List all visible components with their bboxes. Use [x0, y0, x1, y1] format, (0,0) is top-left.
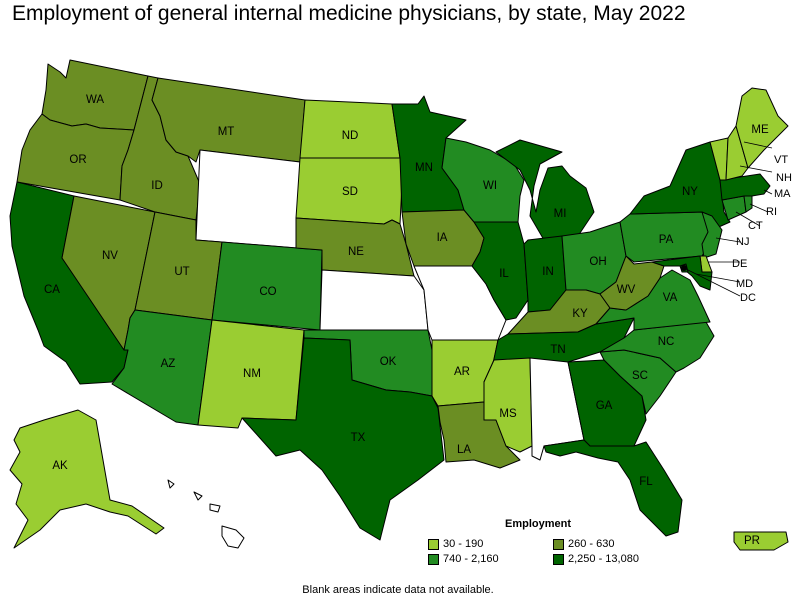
state-label-TN: TN [550, 344, 565, 356]
footnote: Blank areas indicate data not available. [302, 584, 494, 596]
state-label-WI: WI [483, 180, 497, 192]
state-label-NY: NY [682, 186, 698, 198]
state-label-ND: ND [342, 130, 359, 142]
legend: Employment 30 - 190 260 - 630 740 - 2,16… [428, 518, 688, 565]
state-label-KY: KY [572, 308, 588, 320]
state-label-RI: RI [766, 206, 777, 218]
state-label-CT: CT [748, 220, 763, 232]
state-label-TX: TX [351, 432, 366, 444]
legend-title: Employment [505, 518, 572, 530]
state-label-DE: DE [732, 258, 747, 270]
state-label-CO: CO [259, 286, 276, 298]
state-KS[interactable] [319, 269, 429, 331]
state-label-MI: MI [554, 208, 567, 220]
state-FL[interactable] [543, 439, 683, 537]
legend-item-4: 2,250 - 13,080 [553, 553, 683, 565]
state-label-MN: MN [415, 162, 433, 174]
state-NC[interactable] [599, 321, 715, 373]
state-NE[interactable] [295, 217, 415, 277]
state-label-DC: DC [740, 292, 756, 304]
state-label-NM: NM [243, 368, 261, 380]
state-labels: WA OR CA NV ID MT UT AZ CO NM ND SD NE OK TX MN IA AR LA WI… [44, 94, 792, 547]
state-label-VA: VA [663, 292, 678, 304]
state-label-AK: AK [52, 460, 68, 472]
state-TX[interactable] [241, 337, 445, 541]
state-label-WA: WA [86, 94, 104, 106]
state-label-OK: OK [380, 356, 397, 368]
state-label-NH: NH [776, 172, 792, 184]
state-NJ[interactable] [701, 211, 723, 259]
state-label-WV: WV [617, 284, 636, 296]
state-label-SC: SC [632, 370, 648, 382]
state-ME[interactable] [735, 87, 789, 169]
state-label-LA: LA [457, 444, 471, 456]
state-label-GA: GA [596, 400, 613, 412]
state-label-ID: ID [151, 180, 163, 192]
state-label-AR: AR [454, 366, 470, 378]
state-label-NC: NC [658, 336, 675, 348]
state-WI[interactable] [441, 137, 525, 223]
state-label-UT: UT [174, 266, 189, 278]
map-title: Employment of general internal medicine … [12, 2, 686, 25]
legend-item-1: 30 - 190 [428, 538, 553, 550]
legend-item-2: 260 - 630 [553, 538, 683, 550]
state-label-OH: OH [589, 256, 606, 268]
state-label-SD: SD [342, 186, 358, 198]
state-PR[interactable] [733, 531, 789, 551]
state-ND[interactable] [299, 99, 401, 159]
state-MI[interactable] [495, 139, 595, 241]
state-label-MA: MA [774, 188, 791, 200]
state-label-IL: IL [499, 268, 509, 280]
state-label-CA: CA [44, 284, 60, 296]
state-label-AZ: AZ [161, 358, 176, 370]
state-label-IA: IA [437, 232, 448, 244]
state-label-NV: NV [102, 250, 118, 262]
state-MT[interactable] [151, 77, 306, 163]
state-MA[interactable] [719, 173, 771, 201]
state-label-FL: FL [639, 476, 653, 488]
state-label-IN: IN [542, 266, 554, 278]
state-WY[interactable] [195, 149, 301, 249]
state-label-NJ: NJ [736, 236, 749, 248]
state-label-OR: OR [69, 154, 86, 166]
legend-item-3: 740 - 2,160 [428, 553, 553, 565]
state-label-VT: VT [774, 154, 788, 166]
state-label-PR: PR [744, 535, 760, 547]
state-HI[interactable] [167, 479, 245, 549]
state-label-PA: PA [659, 234, 674, 246]
state-label-ME: ME [751, 124, 769, 136]
state-label-NE: NE [348, 246, 364, 258]
state-label-MT: MT [218, 126, 235, 138]
state-AK[interactable] [9, 409, 165, 549]
state-MD[interactable] [651, 255, 713, 291]
state-label-MS: MS [499, 408, 517, 420]
state-IL[interactable] [471, 221, 529, 321]
state-label-MD: MD [736, 278, 753, 290]
